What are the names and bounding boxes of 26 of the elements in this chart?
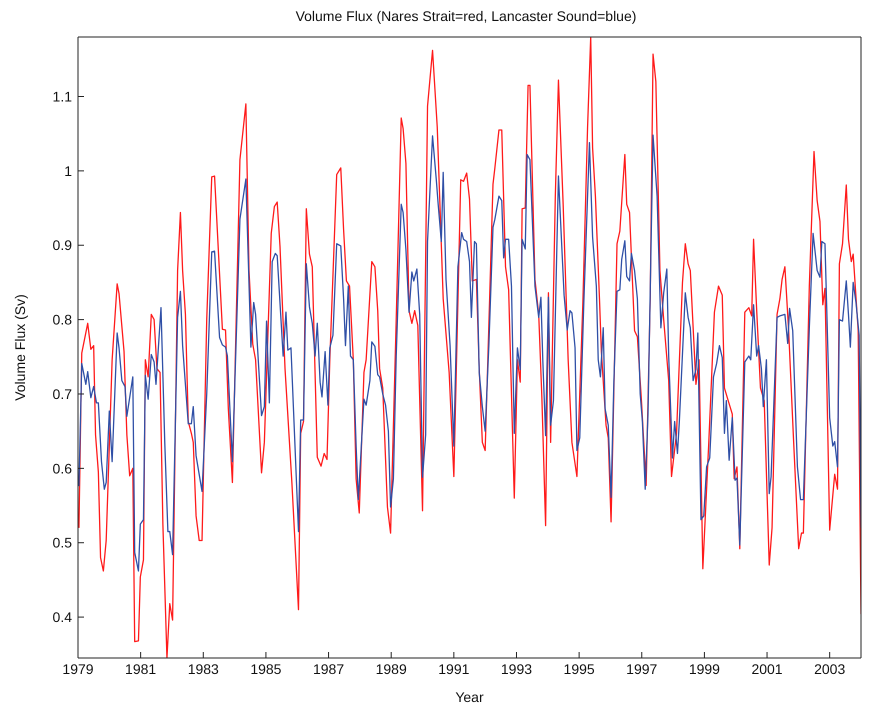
x-tick-label: 1983 (188, 660, 220, 677)
x-tick-label: 1979 (62, 660, 94, 677)
x-tick-label: 1987 (312, 660, 344, 677)
chart-title: Volume Flux (Nares Strait=red, Lancaster Sound=blue) (294, 8, 638, 26)
y-tick-label: 0.9 (52, 237, 72, 254)
x-tick-label: 2001 (751, 660, 783, 677)
line-series (78, 134, 861, 572)
x-tick-label: 1999 (688, 660, 720, 677)
y-tick-label: 0.4 (52, 609, 72, 626)
x-tick-label: 1985 (250, 660, 282, 677)
x-tick-label: 1995 (564, 660, 595, 677)
x-axis-title: Year (455, 689, 484, 705)
x-tick-label: 1997 (626, 660, 658, 677)
y-tick-label: 1 (64, 162, 72, 179)
x-tick-label: 1989 (376, 660, 407, 677)
x-tick-label: 1993 (500, 660, 532, 677)
y-tick-label: 0.7 (52, 386, 72, 402)
y-tick-label: 0.6 (52, 460, 72, 476)
x-tick-label: 2003 (814, 660, 846, 677)
y-tick-label: 0.5 (52, 534, 72, 551)
y-tick-label: 0.8 (52, 312, 72, 328)
y-axis-title: Volume Flux (Sv) (12, 294, 28, 401)
x-tick-label: 1991 (438, 660, 470, 677)
x-tick-label: 1981 (125, 660, 156, 677)
y-tick-label: 1.1 (52, 88, 72, 104)
line-series (78, 37, 861, 658)
